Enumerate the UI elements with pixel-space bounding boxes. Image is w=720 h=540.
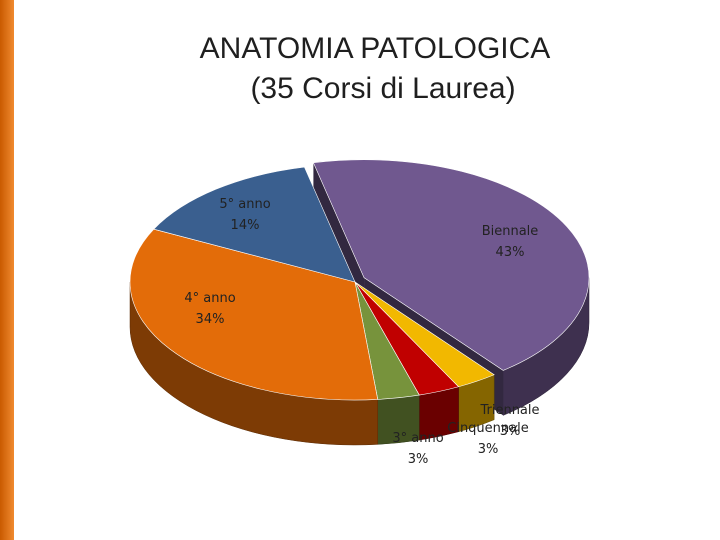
chart-title: ANATOMIA PATOLOGICA [200,32,551,65]
slice-label: 3° anno [392,431,443,446]
slice-value: 3% [500,424,521,439]
slice-value: 3% [408,452,429,467]
slice [312,159,590,371]
slice-label: Biennale [482,224,539,239]
slice-value: 3% [478,442,499,457]
slice-label: 4° anno [184,291,235,306]
slice-value: 14% [231,218,260,233]
slice-label: Triennale [479,403,539,418]
pie [129,159,590,446]
slice-value: 43% [496,245,525,260]
slice [153,166,356,283]
slice-value: 34% [196,312,225,327]
chart-subtitle: (35 Corsi di Laurea) [250,72,515,105]
slice-label: 5° anno [219,197,270,212]
side-bar [0,0,14,540]
slice-label: Cinquennale [447,421,528,436]
